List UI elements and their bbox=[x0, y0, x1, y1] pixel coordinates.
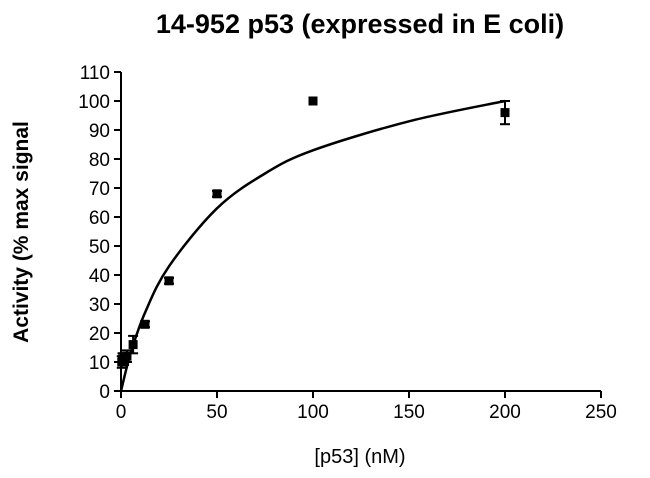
y-axis-label: Activity (% max signal bbox=[10, 121, 33, 343]
data-point bbox=[128, 340, 138, 350]
y-tick-label: 30 bbox=[89, 295, 110, 316]
y-tick-label: 10 bbox=[89, 353, 110, 374]
x-tick-label: 100 bbox=[297, 402, 329, 423]
y-tick-label: 0 bbox=[99, 382, 110, 403]
y-tick-label: 100 bbox=[78, 92, 110, 113]
data-point bbox=[164, 276, 174, 286]
data-points-layer bbox=[116, 96, 510, 369]
data-point bbox=[140, 319, 150, 329]
fit-curve-layer bbox=[119, 99, 506, 392]
data-point bbox=[212, 189, 222, 199]
y-tick-label: 50 bbox=[89, 237, 110, 258]
x-tick-label: 50 bbox=[206, 402, 227, 423]
y-tick-label: 110 bbox=[80, 63, 110, 84]
fit-curve bbox=[119, 99, 506, 392]
x-tick-label: 250 bbox=[585, 402, 617, 423]
x-tick-label: 150 bbox=[393, 402, 425, 423]
y-tick-label: 70 bbox=[89, 179, 110, 200]
y-tick-label: 90 bbox=[89, 121, 110, 142]
data-point bbox=[122, 351, 132, 361]
data-point bbox=[500, 108, 510, 118]
x-axis-label: [p53] (nM) bbox=[314, 446, 405, 468]
y-tick-label: 20 bbox=[89, 324, 110, 345]
y-tick-label: 60 bbox=[89, 208, 110, 229]
y-tick-label: 80 bbox=[89, 150, 110, 171]
chart-title: 14-952 p53 (expressed in E coli) bbox=[155, 9, 565, 39]
axes: 0 50 100 150 200 250 0 10 20 30 40 50 60 70 80 90 100 110 bbox=[78, 63, 617, 423]
data-point bbox=[308, 96, 318, 106]
y-tick-label: 40 bbox=[89, 266, 110, 287]
x-tick-label: 0 bbox=[116, 402, 127, 423]
x-tick-label: 200 bbox=[489, 402, 521, 423]
